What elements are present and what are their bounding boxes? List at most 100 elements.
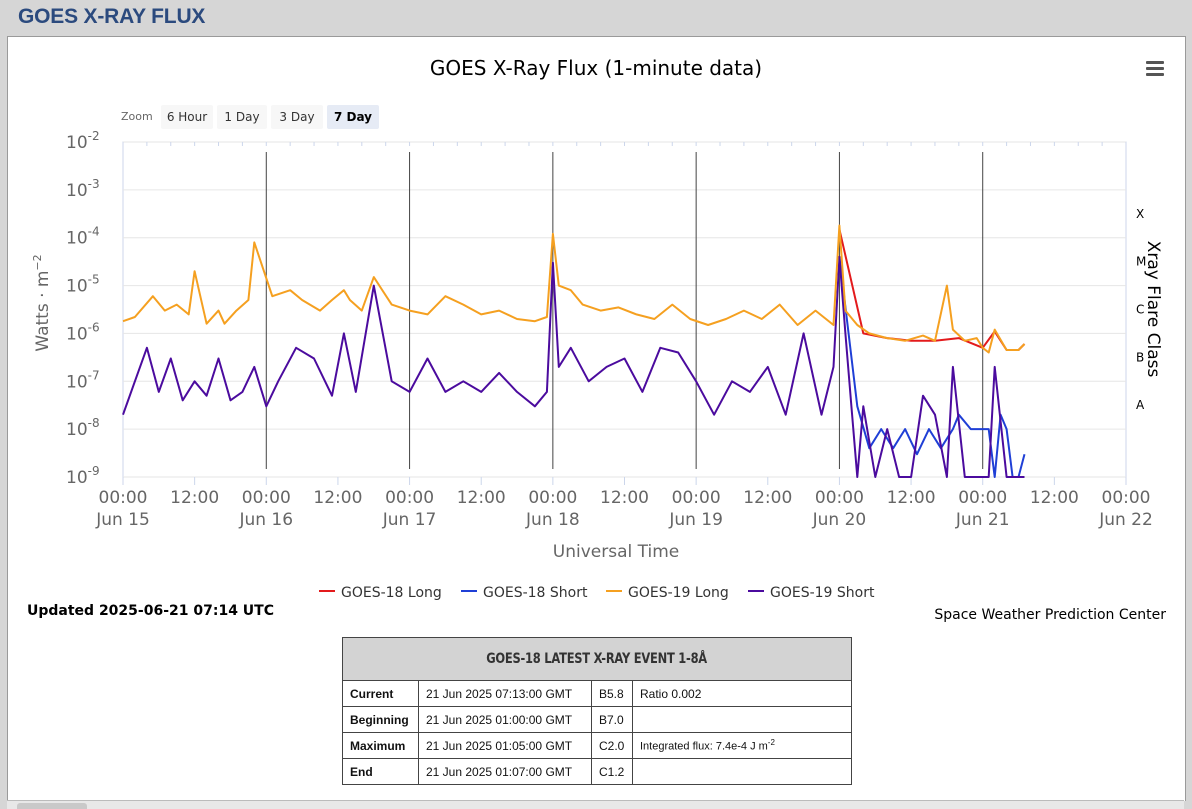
event-row-label: Current xyxy=(342,680,419,707)
y-tick-base: 10 xyxy=(66,181,88,201)
chart-title: GOES X-Ray Flux (1-minute data) xyxy=(430,56,762,80)
table-row: Maximum 21 Jun 2025 01:05:00 GMT C2.0 In… xyxy=(342,732,852,759)
x-tick-label: 00:00 xyxy=(1102,488,1151,508)
series-layer xyxy=(122,224,1026,478)
flare-class-label: C xyxy=(1136,303,1144,317)
y-tick-label: 10-2 xyxy=(66,129,100,153)
event-row-class: B5.8 xyxy=(591,680,633,707)
y-tick-base: 10 xyxy=(66,277,88,297)
y-axis-label-base: Watts · m xyxy=(33,271,53,352)
x-tick-date-label: Jun 18 xyxy=(525,510,580,530)
y-tick-exp: -6 xyxy=(88,320,100,334)
legend-swatch xyxy=(606,590,622,592)
y-axis-label: Watts · m−2 xyxy=(31,254,53,351)
event-row-class: C2.0 xyxy=(591,732,633,759)
legend-label: GOES-18 Short xyxy=(483,585,588,601)
y-tick-label: 10-9 xyxy=(66,464,100,488)
legend-item-goes18-long[interactable]: GOES-18 Long xyxy=(319,585,442,601)
page-title: GOES X-RAY FLUX xyxy=(18,5,206,28)
y-tick-exp: -2 xyxy=(88,129,100,143)
event-row-class: B7.0 xyxy=(591,706,633,733)
legend-swatch xyxy=(319,590,335,592)
event-row-label: Beginning xyxy=(342,706,419,733)
flare-class-label: M xyxy=(1136,255,1146,269)
event-row-class: C1.2 xyxy=(591,758,633,785)
xray-flux-chart: GOES X-Ray Flux (1-minute data) 10-210-3… xyxy=(31,56,1163,562)
x-tick-date-label: Jun 17 xyxy=(382,510,437,530)
y-tick-label: 10-8 xyxy=(66,416,100,440)
flare-class-layer: X M C B A xyxy=(1136,207,1146,412)
event-table-header-row: GOES-18 LATEST X-RAY EVENT 1-8Å xyxy=(342,637,852,681)
x-tick-date-label: Jun 16 xyxy=(238,510,293,530)
x-axis-label: Universal Time xyxy=(553,542,679,562)
legend-label: GOES-19 Long xyxy=(628,585,729,601)
legend-item-goes19-short[interactable]: GOES-19 Short xyxy=(748,585,875,601)
event-row-note: Integrated flux: 7.4e-4 J m-2 xyxy=(632,732,852,759)
chart-menu-button[interactable] xyxy=(1146,61,1164,77)
bottom-tab[interactable] xyxy=(17,803,87,809)
zoom-6-hour-button[interactable]: 6 Hour xyxy=(161,105,213,129)
xray-event-table: GOES-18 LATEST X-RAY EVENT 1-8Å Current … xyxy=(342,637,852,785)
x-tick-label: 12:00 xyxy=(457,488,506,508)
y-tick-base: 10 xyxy=(66,324,88,344)
y-axis-label-exp: −2 xyxy=(31,254,44,270)
menu-bar xyxy=(1146,73,1164,76)
legend-item-goes19-long[interactable]: GOES-19 Long xyxy=(606,585,729,601)
series-line-goes-19-long xyxy=(122,224,1026,354)
table-row: End 21 Jun 2025 01:07:00 GMT C1.2 xyxy=(342,758,852,785)
page-header: GOES X-RAY FLUX xyxy=(0,0,1192,36)
event-row-note: Ratio 0.002 xyxy=(632,680,852,707)
y-tick-label: 10-3 xyxy=(66,177,100,201)
axis-layer: 10-210-310-410-510-610-710-810-900:00Jun… xyxy=(66,129,1153,530)
y-tick-base: 10 xyxy=(66,468,88,488)
event-table-title: GOES-18 LATEST X-RAY EVENT 1-8Å xyxy=(342,637,852,681)
event-row-note xyxy=(632,758,852,785)
legend-label: GOES-19 Short xyxy=(770,585,875,601)
x-tick-label: 12:00 xyxy=(170,488,219,508)
y-tick-label: 10-7 xyxy=(66,368,100,392)
series-line-goes-19-short xyxy=(122,255,1025,478)
flare-class-label: A xyxy=(1136,398,1145,412)
y-tick-base: 10 xyxy=(66,133,88,153)
flare-class-label: X xyxy=(1136,207,1144,221)
y-tick-exp: -9 xyxy=(88,464,100,478)
y-tick-base: 10 xyxy=(66,229,88,249)
legend-label: GOES-18 Long xyxy=(341,585,442,601)
zoom-1-day-button[interactable]: 1 Day xyxy=(217,105,267,129)
x-tick-date-label: Jun 20 xyxy=(812,510,867,530)
x-tick-date-label: Jun 19 xyxy=(668,510,723,530)
legend-item-goes18-short[interactable]: GOES-18 Short xyxy=(461,585,588,601)
x-tick-label: 12:00 xyxy=(887,488,936,508)
flare-class-label: B xyxy=(1136,350,1144,364)
event-row-time: 21 Jun 2025 01:05:00 GMT xyxy=(418,732,592,759)
zoom-7-day-button[interactable]: 7 Day xyxy=(327,105,379,129)
integrated-flux-text: Integrated flux: 7.4e-4 J m xyxy=(640,740,768,753)
menu-bar xyxy=(1146,67,1164,70)
x-tick-label: 00:00 xyxy=(528,488,577,508)
table-row: Beginning 21 Jun 2025 01:00:00 GMT B7.0 xyxy=(342,706,852,733)
y-tick-label: 10-6 xyxy=(66,320,100,344)
x-tick-label: 00:00 xyxy=(672,488,721,508)
y-tick-base: 10 xyxy=(66,372,88,392)
integrated-flux-exp: -2 xyxy=(767,738,775,748)
x-tick-label: 00:00 xyxy=(815,488,864,508)
x-tick-date-label: Jun 22 xyxy=(1098,510,1153,530)
x-tick-label: 00:00 xyxy=(99,488,148,508)
x-tick-label: 12:00 xyxy=(600,488,649,508)
zoom-3-day-button[interactable]: 3 Day xyxy=(271,105,323,129)
legend-swatch xyxy=(748,590,764,592)
table-row: Current 21 Jun 2025 07:13:00 GMT B5.8 Ra… xyxy=(342,680,852,707)
y-tick-base: 10 xyxy=(66,420,88,440)
updated-timestamp: Updated 2025-06-21 07:14 UTC xyxy=(27,603,274,619)
menu-bar xyxy=(1146,61,1164,64)
x-tick-label: 12:00 xyxy=(313,488,362,508)
series-line-goes-18-short xyxy=(838,256,1026,478)
y-tick-exp: -7 xyxy=(88,368,100,382)
y-tick-exp: -8 xyxy=(88,416,100,430)
x-tick-label: 12:00 xyxy=(743,488,792,508)
chart-credit[interactable]: Space Weather Prediction Center xyxy=(934,607,1166,623)
event-row-label: End xyxy=(342,758,419,785)
event-row-time: 21 Jun 2025 01:00:00 GMT xyxy=(418,706,592,733)
x-tick-label: 12:00 xyxy=(1030,488,1079,508)
y-tick-exp: -3 xyxy=(88,177,100,191)
